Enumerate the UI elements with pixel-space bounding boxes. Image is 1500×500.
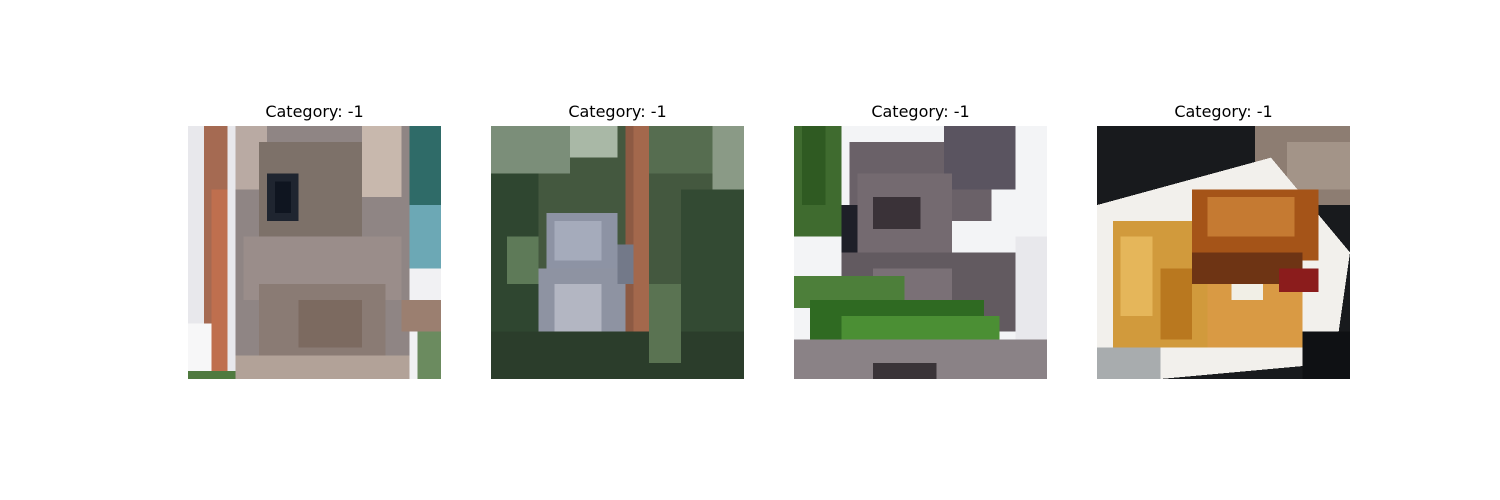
koala-with-leaf-image [794,126,1047,379]
image-panel-1: Category: -1 [188,100,441,380]
panel-title: Category: -1 [568,102,667,121]
burger-and-fries-image [1097,126,1350,379]
panel-title: Category: -1 [1174,102,1273,121]
panel-title: Category: -1 [265,102,364,121]
image-panel-4: Category: -1 [1097,100,1350,380]
koala-close-up-image [188,126,441,379]
image-panel-3: Category: -1 [794,100,1047,380]
koala-in-tree-image [491,126,744,379]
image-panel-2: Category: -1 [491,100,744,380]
panel-title: Category: -1 [871,102,970,121]
